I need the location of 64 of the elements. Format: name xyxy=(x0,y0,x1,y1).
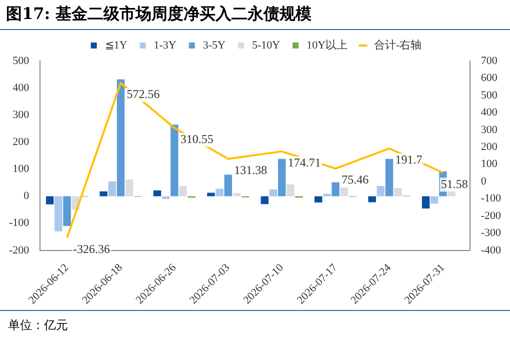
y2-tick-label: 400 xyxy=(480,106,498,119)
y2-tick-label: -200 xyxy=(480,210,502,222)
data-label: 191.7 xyxy=(395,152,422,167)
legend-label: 合计-右轴 xyxy=(374,38,422,52)
bar xyxy=(394,188,402,196)
y-tick-label: 400 xyxy=(12,82,30,94)
bar xyxy=(207,192,215,196)
bar xyxy=(340,188,348,196)
bar xyxy=(179,186,187,196)
legend-label: ≦1Y xyxy=(104,39,128,52)
bar xyxy=(232,193,241,196)
bar xyxy=(116,79,125,196)
bar xyxy=(216,188,224,196)
data-label: 51.58 xyxy=(440,176,468,191)
y2-tick-label: 300 xyxy=(480,124,498,136)
bar xyxy=(368,196,376,202)
bar xyxy=(376,186,385,196)
bar xyxy=(332,182,340,196)
bar xyxy=(63,196,71,226)
y-tick-label: 0 xyxy=(24,190,30,202)
bar xyxy=(108,181,116,196)
y2-tick-label: 600 xyxy=(480,72,498,84)
text: 单位：亿元 xyxy=(8,318,68,332)
chart-title: 图17: 基金二级市场周度净买入二永债规模 xyxy=(0,0,510,30)
legend-label: 3-5Y xyxy=(202,39,226,52)
bar xyxy=(260,196,269,204)
bar xyxy=(153,190,162,196)
bar xyxy=(269,190,278,196)
data-label: 174.71 xyxy=(288,156,321,170)
bar xyxy=(224,174,232,196)
legend-label: 1-3Y xyxy=(154,39,176,52)
y-tick-label: -200 xyxy=(8,244,30,256)
bar xyxy=(314,196,322,202)
bar xyxy=(100,191,108,196)
data-label: 310.55 xyxy=(180,132,214,146)
bar xyxy=(170,124,178,196)
data-label: 572.56 xyxy=(126,87,160,102)
y-tick-label: -100 xyxy=(8,217,30,230)
y2-tick-label: 500 xyxy=(480,89,498,102)
bar xyxy=(385,158,394,196)
legend-label: 10Y以上 xyxy=(306,38,348,52)
y2-tick-label: -400 xyxy=(480,244,502,256)
bar xyxy=(323,194,331,196)
bar xyxy=(422,196,430,208)
y2-tick-label: -100 xyxy=(480,192,502,205)
bar xyxy=(278,158,286,196)
y2-tick-label: 200 xyxy=(480,140,498,153)
bar xyxy=(46,196,54,204)
data-label: 131.38 xyxy=(234,163,268,178)
y2-tick-label: 700 xyxy=(480,54,498,67)
y-tick-label: 300 xyxy=(12,108,30,121)
data-label: -326.36 xyxy=(73,242,110,256)
y-tick-label: 100 xyxy=(12,163,30,176)
data-label: 75.46 xyxy=(342,172,369,187)
y-tick-label: 200 xyxy=(12,136,30,148)
bar xyxy=(430,196,438,204)
bar xyxy=(125,179,134,196)
legend-label: 5-10Y xyxy=(252,39,280,52)
bar xyxy=(54,196,62,232)
bar xyxy=(286,184,294,196)
y2-tick-label: -300 xyxy=(480,227,502,240)
y2-tick-label: 100 xyxy=(480,158,498,170)
y2-tick-label: 0 xyxy=(480,175,487,188)
y-tick-label: 500 xyxy=(12,54,30,67)
